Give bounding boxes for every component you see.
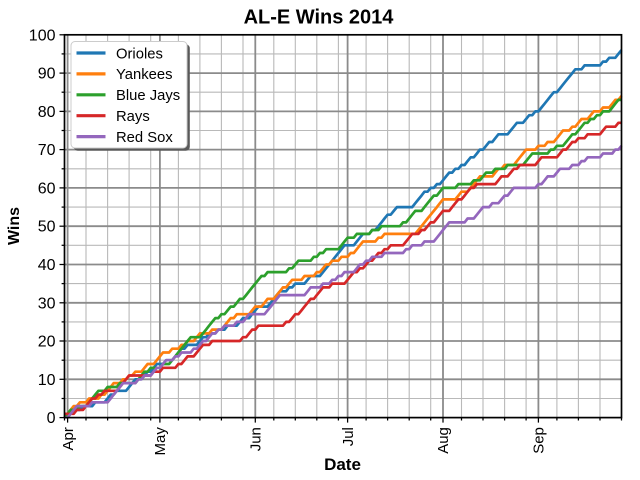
svg-text:Red Sox: Red Sox — [116, 130, 173, 146]
svg-text:30: 30 — [38, 295, 56, 312]
svg-text:20: 20 — [38, 334, 56, 351]
svg-text:40: 40 — [38, 257, 56, 274]
svg-text:50: 50 — [38, 219, 56, 236]
svg-text:90: 90 — [38, 66, 56, 83]
svg-text:Wins: Wins — [6, 207, 23, 245]
svg-text:80: 80 — [38, 104, 56, 121]
svg-text:0: 0 — [47, 410, 56, 427]
svg-text:Blue Jays: Blue Jays — [116, 88, 180, 104]
svg-text:Apr: Apr — [60, 427, 77, 450]
svg-text:Date: Date — [324, 455, 361, 474]
svg-text:Jun: Jun — [248, 427, 265, 451]
svg-text:70: 70 — [38, 142, 56, 159]
svg-text:60: 60 — [38, 180, 56, 197]
svg-text:AL-E Wins 2014: AL-E Wins 2014 — [244, 7, 395, 29]
svg-text:100: 100 — [29, 27, 56, 44]
svg-text:10: 10 — [38, 372, 56, 389]
svg-text:Yankees: Yankees — [116, 67, 173, 83]
svg-text:Rays: Rays — [116, 109, 150, 125]
svg-text:Aug: Aug — [435, 427, 452, 454]
svg-text:Sep: Sep — [531, 427, 548, 454]
svg-text:May: May — [152, 427, 169, 456]
svg-text:Jul: Jul — [340, 427, 357, 446]
svg-text:Orioles: Orioles — [116, 46, 163, 62]
